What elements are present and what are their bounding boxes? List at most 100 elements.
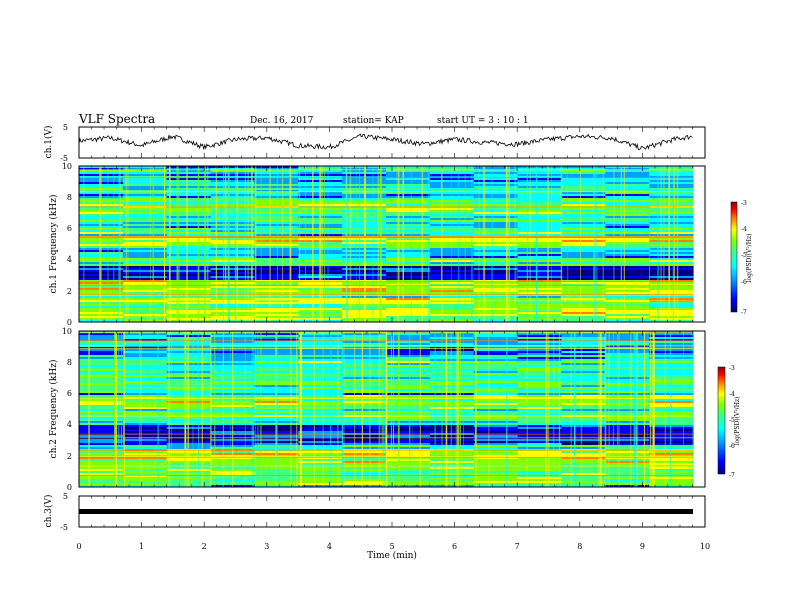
spectrogram-line bbox=[79, 398, 693, 399]
spectrogram-cell bbox=[517, 244, 563, 247]
spectrogram-cell bbox=[254, 204, 299, 207]
spectrogram-cell bbox=[517, 190, 563, 193]
spectrogram-cell bbox=[429, 477, 475, 480]
spectrogram-cell bbox=[122, 335, 168, 338]
spectrogram-cell bbox=[166, 214, 212, 217]
spectrogram-cell bbox=[473, 182, 519, 185]
spectrogram-cell bbox=[649, 202, 694, 205]
spectrogram-streak bbox=[312, 166, 314, 322]
spectrogram-cell bbox=[254, 234, 299, 237]
spectrogram-cell bbox=[649, 409, 694, 412]
spectrogram-streak bbox=[652, 331, 655, 487]
spectrogram-cell bbox=[473, 228, 519, 231]
spectrogram-cell bbox=[473, 349, 519, 352]
spectrogram-cell bbox=[79, 431, 124, 434]
spectrogram-cell bbox=[79, 453, 124, 456]
spectrogram-cell bbox=[254, 176, 299, 179]
spectrogram-cell bbox=[254, 216, 299, 219]
spectrogram-cell bbox=[561, 367, 606, 370]
spectrogram-cell bbox=[473, 166, 519, 169]
spectrogram-cell bbox=[605, 244, 650, 247]
spectrogram-cell bbox=[210, 212, 256, 215]
spectrogram-streak bbox=[247, 166, 249, 322]
spectrogram-cell bbox=[429, 399, 475, 402]
spectrogram-cell bbox=[517, 431, 563, 434]
spectrogram-line bbox=[79, 475, 693, 476]
spectrogram-cell bbox=[210, 222, 256, 225]
spectrogram-cell bbox=[473, 411, 519, 414]
spectrogram-cell bbox=[166, 445, 212, 448]
spectrogram-cell bbox=[561, 190, 606, 193]
spectrogram-streak bbox=[224, 166, 227, 322]
spectrogram-cell bbox=[210, 200, 256, 203]
spectrogram-cell bbox=[122, 264, 168, 267]
spectrogram-cell bbox=[605, 250, 650, 253]
spectrogram-cell bbox=[605, 427, 650, 430]
spectrogram-cell bbox=[254, 178, 299, 181]
spectrogram-cell bbox=[342, 459, 387, 462]
spectrogram-cell bbox=[473, 477, 519, 480]
spectrogram-cell bbox=[473, 429, 519, 432]
spectrogram-cell bbox=[166, 172, 212, 175]
spectrogram-streak bbox=[612, 331, 614, 487]
spectrogram-cell bbox=[649, 256, 694, 259]
spectrogram-cell bbox=[386, 292, 431, 295]
spectrogram-cell bbox=[342, 439, 387, 442]
spectrogram-cell bbox=[342, 409, 387, 412]
spectrogram-cell bbox=[605, 212, 650, 215]
spectrogram-cell bbox=[517, 178, 563, 181]
spectrogram-cell bbox=[122, 401, 168, 404]
spectrogram-streak bbox=[321, 166, 323, 322]
spectrogram-cell bbox=[166, 377, 212, 380]
spectrogram-cell bbox=[79, 383, 124, 386]
spectrogram-cell bbox=[429, 244, 475, 247]
spectrogram-cell bbox=[649, 216, 694, 219]
spectrogram-cell bbox=[254, 218, 299, 221]
spectrogram-streak bbox=[598, 331, 600, 487]
spectrogram-cell bbox=[166, 196, 212, 199]
spectrogram-cell bbox=[473, 333, 519, 336]
spectrogram-cell bbox=[649, 174, 694, 177]
spectrogram-cell bbox=[298, 395, 343, 398]
spectrogram-cell bbox=[561, 238, 606, 241]
spectrogram-cell bbox=[79, 443, 124, 446]
spectrogram-cell bbox=[561, 339, 606, 342]
spectrogram-cell bbox=[210, 248, 256, 251]
spectrogram-streak bbox=[255, 331, 256, 487]
spectrogram-cell bbox=[605, 238, 650, 241]
spectrogram-cell bbox=[386, 395, 431, 398]
spectrogram-cell bbox=[386, 302, 431, 305]
spectrogram-cell bbox=[561, 459, 606, 462]
spectrogram-cell bbox=[605, 419, 650, 422]
spectrogram-cell bbox=[386, 288, 431, 291]
spectrogram-cell bbox=[386, 467, 431, 470]
spectrogram-cell bbox=[473, 351, 519, 354]
spectrogram-cell bbox=[561, 222, 606, 225]
spectrogram-cell bbox=[473, 417, 519, 420]
spectrogram-cell bbox=[561, 172, 606, 175]
spectrogram-cell bbox=[122, 391, 168, 394]
spectrogram-cell bbox=[649, 407, 694, 410]
spectrogram-cell bbox=[166, 427, 212, 430]
spectrogram-cell bbox=[342, 417, 387, 420]
spectrogram-cell bbox=[79, 451, 124, 454]
spectrogram-cell bbox=[605, 463, 650, 466]
spectrogram-streak bbox=[623, 166, 625, 322]
spectrogram-cell bbox=[649, 443, 694, 446]
spectrogram-cell bbox=[561, 202, 606, 205]
spectrogram-cell bbox=[166, 198, 212, 201]
spectrogram-cell bbox=[386, 435, 431, 438]
spectrogram-streak bbox=[176, 166, 179, 322]
spectrogram-cell bbox=[122, 224, 168, 227]
spectrogram-cell bbox=[166, 180, 212, 183]
spectrogram-cell bbox=[649, 268, 694, 271]
spectrogram-streak bbox=[343, 331, 345, 487]
spectrogram-cell bbox=[605, 407, 650, 410]
spectrogram-cell bbox=[429, 381, 475, 384]
spectrogram-cell bbox=[166, 405, 212, 408]
spectrogram-cell bbox=[429, 202, 475, 205]
spectrogram-cell bbox=[342, 333, 387, 336]
spectrogram-streak bbox=[463, 331, 464, 487]
ch3-waveform-panel: 5 -5 ch.3(V) 0 1 2 3 4 5 6 7 8 9 10 Time (min) bbox=[43, 492, 710, 561]
